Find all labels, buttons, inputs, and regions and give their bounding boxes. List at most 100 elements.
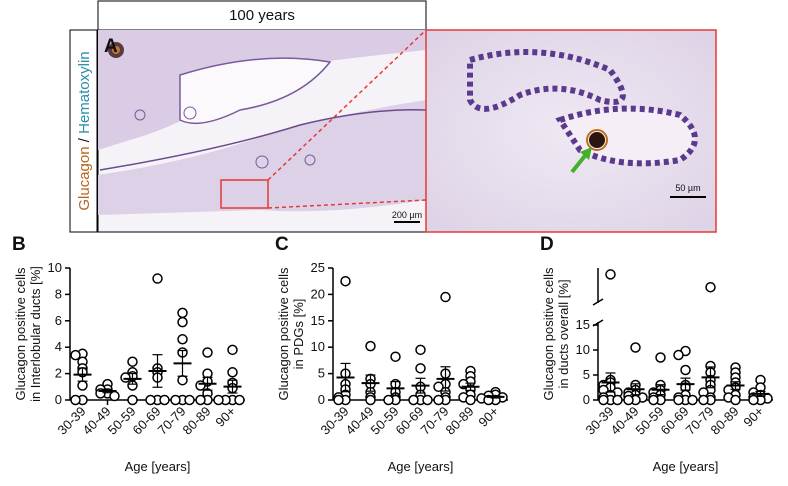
x-tick-label: 80-89 <box>180 404 214 438</box>
y-tick-label: 2 <box>55 366 62 381</box>
x-tick-label: 30-39 <box>583 404 617 438</box>
title-box <box>97 0 427 31</box>
y-label-line: in ducts overall [%] <box>556 279 571 388</box>
x-tick-label: 90+ <box>740 404 766 430</box>
panel-label: C <box>275 234 289 255</box>
x-tick-label: 40-49 <box>343 404 377 438</box>
data-point <box>440 291 451 303</box>
y-tick-label: 5 <box>583 367 590 382</box>
y-tick-label: 10 <box>576 342 590 357</box>
x-tick-label: 90+ <box>212 404 238 430</box>
data-point <box>234 394 245 406</box>
x-tick-label: 40-49 <box>80 404 114 438</box>
data-point <box>177 334 188 345</box>
data-point <box>415 344 426 356</box>
x-tick-label: 60-69 <box>130 404 164 438</box>
data-point <box>673 349 684 361</box>
y-tick-label: 10 <box>311 339 325 354</box>
y-axis-label: Glucagon positive cellsin ducts overall … <box>541 267 571 400</box>
x-tick-label: 60-69 <box>658 404 692 438</box>
data-point <box>415 363 426 374</box>
data-point <box>605 269 616 280</box>
data-point <box>383 394 394 406</box>
x-tick-label: 40-49 <box>608 404 642 438</box>
y-tick-label: 15 <box>576 317 590 332</box>
data-point <box>120 372 131 383</box>
x-tick-label: 90+ <box>475 404 501 430</box>
data-point <box>680 364 691 376</box>
y-tick-label: 0 <box>583 392 590 407</box>
axis-break <box>592 298 604 306</box>
data-point <box>598 394 609 406</box>
panel-label: B <box>12 234 26 255</box>
x-tick-label: 60-69 <box>393 404 427 438</box>
figure-title: 100 years <box>229 7 295 24</box>
data-point <box>705 281 716 293</box>
data-point <box>177 374 188 386</box>
data-point <box>465 394 476 406</box>
y-label-line: Glucagon positive cells <box>276 267 291 400</box>
y-label-line: Glucagon positive cells <box>541 267 556 400</box>
stain-label: Glucagon / Hematoxylin <box>76 51 93 210</box>
x-axis-label: Age [years] <box>125 459 191 474</box>
data-point <box>630 342 641 353</box>
data-point <box>333 394 344 406</box>
x-tick-label: 80-89 <box>443 404 477 438</box>
y-tick-label: 0 <box>318 392 325 407</box>
data-point <box>70 349 81 361</box>
data-point <box>145 394 156 406</box>
y-label-line: in Interlobular ducts [%] <box>28 266 43 402</box>
data-point <box>127 394 138 406</box>
data-point <box>655 352 666 363</box>
stain-b: Hematoxylin <box>76 51 93 134</box>
scale-label: 50 µm <box>675 183 700 193</box>
data-point <box>227 367 238 378</box>
data-point <box>687 394 698 406</box>
data-point <box>195 394 206 406</box>
y-axis-label: Glucagon positive cellsin Interlobular d… <box>13 266 43 402</box>
y-tick-label: 5 <box>318 366 325 381</box>
x-tick-label: 30-39 <box>55 404 89 438</box>
data-point <box>422 394 433 406</box>
x-tick-label: 50-59 <box>105 404 139 438</box>
data-point <box>184 394 195 406</box>
stain-box <box>69 29 98 233</box>
stain-a: Glucagon <box>76 146 93 210</box>
stain-sep: / <box>76 134 93 147</box>
y-tick-label: 25 <box>311 260 325 275</box>
data-point <box>673 394 684 406</box>
y-axis-label: Glucagon positive cellsin PDGs [%] <box>276 267 306 400</box>
data-point <box>433 394 444 406</box>
y-label-line: in PDGs [%] <box>291 299 306 370</box>
x-tick-label: 70-79 <box>418 404 452 438</box>
y-tick-label: 10 <box>48 260 62 275</box>
data-point <box>433 381 444 393</box>
histology-right: 50 µm <box>425 29 717 233</box>
data-point <box>77 380 88 391</box>
data-point <box>365 340 376 352</box>
y-tick-label: 0 <box>55 392 62 407</box>
x-tick-label: 70-79 <box>155 404 189 438</box>
y-tick-label: 20 <box>311 286 325 301</box>
data-point <box>159 394 170 406</box>
data-point <box>730 394 741 406</box>
data-point <box>648 394 659 406</box>
x-axis-label: Age [years] <box>388 459 454 474</box>
x-tick-label: 50-59 <box>368 404 402 438</box>
y-tick-label: 8 <box>55 286 62 301</box>
data-point <box>612 394 623 406</box>
data-point <box>70 394 81 406</box>
panel-label: D <box>540 234 554 255</box>
y-tick-label: 4 <box>55 339 62 354</box>
data-point <box>177 316 188 328</box>
x-tick-label: 70-79 <box>683 404 717 438</box>
x-axis-label: Age [years] <box>653 459 719 474</box>
scale-label: 200 µm <box>392 210 422 220</box>
data-point <box>127 356 138 367</box>
data-point <box>177 307 188 319</box>
y-label-line: Glucagon positive cells <box>13 267 28 400</box>
y-tick-label: 6 <box>55 313 62 328</box>
data-point <box>195 380 206 391</box>
data-point <box>340 275 351 287</box>
